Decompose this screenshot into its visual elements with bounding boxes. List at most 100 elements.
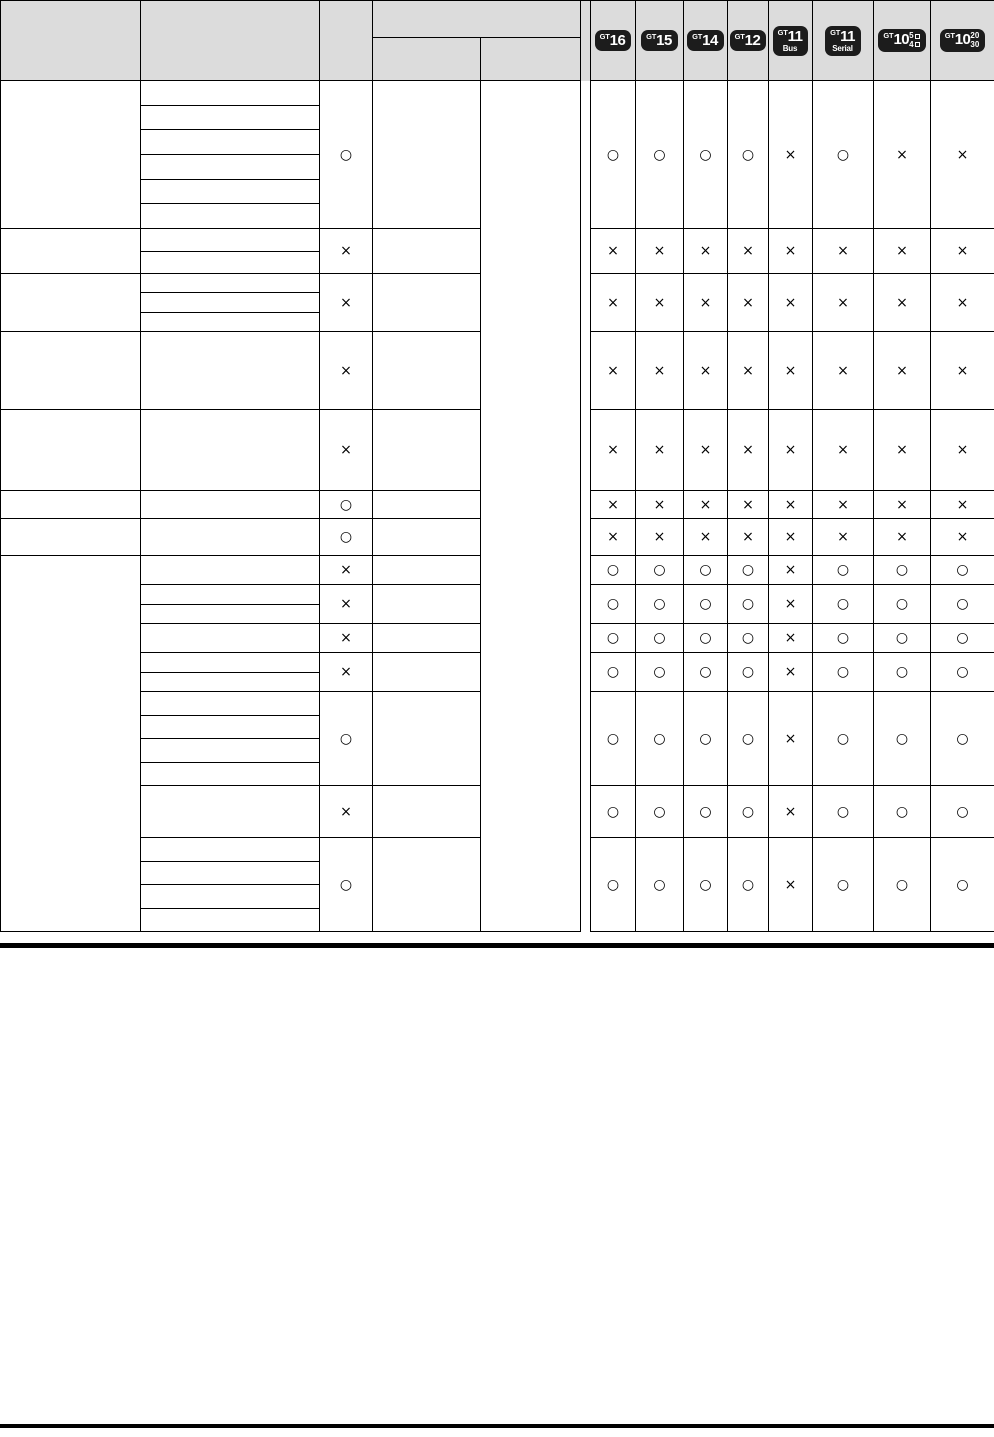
row-9-gt14-marker: ○	[683, 584, 728, 624]
row-1-detail	[140, 80, 320, 229]
badge-gt10-54: GT10 5 4	[878, 28, 926, 53]
header-group	[372, 0, 581, 38]
row-6-gt11-bus-marker: ×	[768, 490, 813, 519]
row-8-gt10-2030-marker: ○	[930, 555, 994, 585]
table-row: × ○ ○ ○ ○ × ○ ○ ○	[1, 623, 994, 653]
column-gutter	[580, 80, 591, 229]
row-7-gt14-marker: ×	[683, 518, 728, 556]
detail-line	[141, 274, 319, 294]
row-7-gt16-marker: ×	[590, 518, 636, 556]
row-1-gt16-marker: ○	[590, 80, 636, 229]
row-13-gt15-marker: ○	[635, 785, 684, 838]
row-8-gt11-bus-marker: ×	[768, 555, 813, 585]
table-header: GT16 GT15 GT14 GT12 GT11 Bus GT11 Serial	[0, 0, 994, 81]
row-4-gt16-marker: ×	[590, 331, 636, 410]
row-group-6	[0, 490, 141, 519]
column-gutter	[580, 623, 591, 653]
row-2-support-marker: ×	[319, 228, 373, 274]
detail-line	[141, 692, 319, 716]
column-gutter	[580, 555, 591, 585]
row-9-gt11-bus-marker: ×	[768, 584, 813, 624]
row-3-gt10-54-marker: ×	[873, 273, 931, 332]
table-row: × ○ ○ ○ ○ × ○ ○ ○	[1, 785, 994, 838]
table-row: × × × × × × × × ×	[0, 228, 994, 274]
row-7-gt10-54-marker: ×	[873, 518, 931, 556]
row-6-gt10-54-marker: ×	[873, 490, 931, 519]
detail-line	[141, 130, 319, 156]
detail-line	[141, 252, 319, 274]
row-4-gt10-2030-marker: ×	[930, 331, 994, 410]
detail-line	[141, 204, 319, 228]
column-gutter	[580, 331, 591, 410]
row-1-group-detail	[372, 80, 481, 229]
badge-gt12: GT12	[729, 30, 767, 51]
row-6-gt10-2030-marker: ×	[930, 490, 994, 519]
detail-line	[141, 585, 319, 605]
row-10-gt11-bus-marker: ×	[768, 623, 813, 653]
row-9-support-marker: ×	[319, 584, 373, 624]
column-gutter	[580, 652, 591, 692]
row-14-detail	[140, 837, 320, 932]
row-4-gt11-bus-marker: ×	[768, 331, 813, 410]
row-14-gt10-54-marker: ○	[873, 837, 931, 932]
row-4-detail	[140, 331, 320, 410]
detail-line	[141, 556, 319, 584]
row-13-gt11-bus-marker: ×	[768, 785, 813, 838]
row-2-gt15-marker: ×	[635, 228, 684, 274]
header-gutter	[580, 0, 591, 81]
table-row: × ○ ○ ○ ○ × ○ ○ ○	[1, 652, 994, 692]
row-9-detail	[140, 584, 320, 624]
row-3-gt15-marker: ×	[635, 273, 684, 332]
row-2-gt10-2030-marker: ×	[930, 228, 994, 274]
detail-line	[141, 491, 319, 518]
row-12-detail	[140, 691, 320, 786]
header-row-top: GT16 GT15 GT14 GT12 GT11 Bus GT11 Serial	[0, 0, 994, 81]
row-2-gt12-marker: ×	[727, 228, 769, 274]
compatibility-table: GT16 GT15 GT14 GT12 GT11 Bus GT11 Serial	[0, 0, 994, 932]
row-11-support-marker: ×	[319, 652, 373, 692]
row-5-gt11-serial-marker: ×	[812, 409, 874, 491]
detail-line	[141, 155, 319, 180]
table-body: ○ ○ ○ ○ ○ × ○ × × × × × × × × × × × × × × × × × × × × × × × × × × × × × × × × ×…	[0, 80, 994, 932]
row-6-gt14-marker: ×	[683, 490, 728, 519]
row-11-gt16-marker: ○	[590, 652, 636, 692]
header-support	[319, 0, 373, 81]
row-2-gt16-marker: ×	[590, 228, 636, 274]
table-row: × × × × × × × × ×	[0, 331, 994, 410]
table-row: × ○ ○ ○ ○ × ○ ○ ○	[1, 584, 994, 624]
row-5-gt10-54-marker: ×	[873, 409, 931, 491]
row-3-gt14-marker: ×	[683, 273, 728, 332]
row-group-4	[0, 331, 141, 410]
row-7-gt15-marker: ×	[635, 518, 684, 556]
row-3-gt11-serial-marker: ×	[812, 273, 874, 332]
row-14-gt12-marker: ○	[727, 837, 769, 932]
row-11-gt12-marker: ○	[727, 652, 769, 692]
header-model-gt10-54: GT10 5 4	[873, 0, 931, 81]
table-row: ○ ○ ○ ○ ○ × ○ ○ ○	[1, 691, 994, 786]
table-row: ○ × × × × × × × ×	[0, 490, 994, 519]
row-10-gt12-marker: ○	[727, 623, 769, 653]
row-13-gt12-marker: ○	[727, 785, 769, 838]
row-7-detail	[140, 518, 320, 556]
row-1-gt15-marker: ○	[635, 80, 684, 229]
row-14-gt11-serial-marker: ○	[812, 837, 874, 932]
row-4-gt15-marker: ×	[635, 331, 684, 410]
row-5-group-detail	[372, 409, 481, 491]
header-model-gt10-2030: GT10 20 30	[930, 0, 994, 81]
row-5-gt16-marker: ×	[590, 409, 636, 491]
row-11-group-detail	[372, 652, 481, 692]
column-gutter	[580, 691, 591, 786]
row-8-group-detail	[372, 555, 481, 585]
row-8-gt10-54-marker: ○	[873, 555, 931, 585]
row-group-7	[0, 518, 141, 556]
row-13-group-detail	[372, 785, 481, 838]
header-model-gt11-serial: GT11 Serial	[812, 0, 874, 81]
table-bottom-rule	[0, 943, 994, 948]
row-6-gt12-marker: ×	[727, 490, 769, 519]
detail-line	[141, 519, 319, 555]
header-group-b	[480, 37, 581, 81]
row-4-gt12-marker: ×	[727, 331, 769, 410]
column-gutter	[580, 273, 591, 332]
row-4-support-marker: ×	[319, 331, 373, 410]
detail-line	[141, 605, 319, 624]
